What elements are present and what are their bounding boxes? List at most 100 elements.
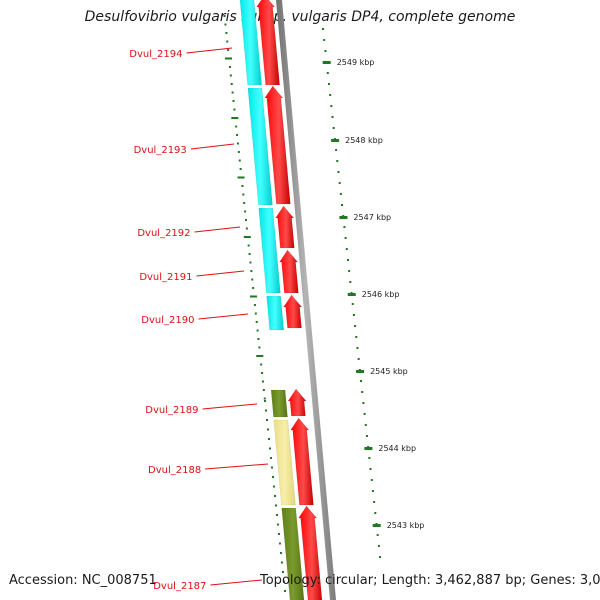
- inner-tick: [224, 23, 227, 26]
- outer-tick: [354, 325, 357, 327]
- accession-text: Accession: NC_008751: [9, 573, 157, 588]
- inner-tick: [238, 159, 241, 162]
- inner-tick: [231, 91, 234, 94]
- gene-label[interactable]: Dvul_2188: [148, 465, 201, 476]
- inner-tick: [274, 504, 277, 507]
- kbp-label: 2543 kbp: [387, 521, 425, 530]
- inner-tick: [235, 125, 238, 128]
- inner-tick: [273, 495, 276, 497]
- outer-tick: [356, 347, 359, 349]
- cds-arrow: [279, 249, 299, 294]
- inner-tick: [231, 117, 239, 119]
- inner-tick: [249, 261, 252, 264]
- inner-tick: [228, 66, 231, 68]
- kbp-major-tick: [331, 139, 340, 142]
- kbp-major-tick: [322, 61, 331, 64]
- outer-tick: [361, 391, 364, 393]
- inner-tick: [266, 428, 269, 431]
- kbp-label: 2545 kbp: [370, 367, 408, 376]
- inner-tick: [242, 193, 245, 196]
- inner-tick: [282, 580, 285, 583]
- inner-tick: [244, 210, 247, 213]
- outer-tick: [323, 39, 326, 41]
- kbp-label: 2547 kbp: [353, 213, 391, 222]
- gene-leader-line: [196, 270, 245, 277]
- outer-tick: [369, 468, 372, 470]
- inner-tick: [269, 457, 272, 459]
- tick-marks-layer: 2549 kbp 2548 kbp 2547 kbp 2546 kbp 2545 kbp…: [223, 15, 425, 592]
- gene-label[interactable]: Dvul_2187: [153, 581, 206, 592]
- inner-tick: [250, 295, 258, 298]
- outer-tick: [351, 303, 354, 305]
- gene-label[interactable]: Dvul_2189: [145, 405, 198, 416]
- outer-tick: [337, 171, 340, 173]
- outer-tick: [379, 556, 382, 558]
- gene-label[interactable]: Dvul_2194: [129, 49, 182, 60]
- cog-bar-cyan: [258, 207, 281, 294]
- gene-leader-line: [186, 47, 233, 54]
- cog-bar-olive: [281, 507, 305, 600]
- inner-tick: [241, 185, 244, 187]
- inner-tick: [261, 380, 264, 383]
- gene-leader-line: [190, 143, 235, 150]
- outer-tick: [327, 83, 330, 85]
- inner-tick: [260, 363, 263, 366]
- inner-tick: [251, 278, 254, 281]
- inner-tick: [252, 287, 255, 289]
- inner-tick: [244, 219, 247, 221]
- cds-arrow: [256, 0, 280, 86]
- inner-tick: [275, 514, 278, 516]
- inner-tick: [254, 312, 257, 315]
- gene-label[interactable]: Dvul_2190: [141, 315, 194, 326]
- inner-tick: [276, 523, 279, 526]
- inner-tick: [256, 329, 259, 332]
- genome-backbone-line: [275, 0, 337, 600]
- cds-arrow: [264, 85, 291, 205]
- inner-tick: [257, 338, 260, 340]
- kbp-major-tick: [347, 293, 356, 296]
- backbone-layer: [275, 0, 337, 600]
- cog-bar-cyan: [239, 0, 262, 86]
- outer-tick: [330, 105, 333, 107]
- outer-tick: [343, 226, 346, 228]
- inner-tick: [243, 202, 246, 204]
- outer-tick: [374, 512, 377, 514]
- outer-tick: [365, 435, 368, 437]
- inner-tick: [225, 57, 233, 60]
- gene-leader-line: [210, 579, 263, 586]
- inner-tick: [256, 355, 264, 357]
- inner-tick: [263, 397, 266, 400]
- inner-tick: [281, 571, 284, 573]
- outer-tick: [324, 50, 327, 52]
- outer-tick: [373, 501, 376, 503]
- inner-tick: [262, 389, 265, 391]
- outer-tick: [331, 116, 334, 118]
- gene-label[interactable]: Dvul_2191: [139, 272, 192, 283]
- outer-tick: [336, 160, 339, 162]
- inner-tick: [248, 253, 251, 255]
- inner-tick: [264, 400, 266, 402]
- cds-arrow: [287, 388, 307, 417]
- label-layer: Dvul_2194 Dvul_2193 Dvul_2192 Dvul_2191 Dvul…: [129, 47, 269, 592]
- outer-tick: [349, 281, 352, 283]
- inner-tick: [280, 561, 283, 564]
- outer-tick: [357, 358, 360, 360]
- gene-label[interactable]: Dvul_2192: [137, 228, 190, 239]
- inner-tick: [250, 270, 253, 272]
- cog-bar-khaki: [273, 419, 296, 506]
- inner-tick: [268, 447, 271, 450]
- kbp-label: 2548 kbp: [345, 136, 383, 145]
- inner-tick: [265, 419, 268, 421]
- kbp-major-tick: [356, 370, 365, 373]
- inner-tick: [223, 15, 226, 17]
- outer-tick: [377, 545, 380, 547]
- inner-tick: [283, 590, 286, 592]
- outer-tick: [345, 248, 348, 250]
- inner-tick: [264, 409, 267, 412]
- kbp-label: 2549 kbp: [337, 58, 375, 67]
- outer-tick: [370, 479, 373, 481]
- outer-tick: [355, 336, 358, 338]
- gene-label[interactable]: Dvul_2193: [134, 145, 187, 156]
- inner-tick: [258, 346, 261, 349]
- outer-tick: [348, 270, 351, 272]
